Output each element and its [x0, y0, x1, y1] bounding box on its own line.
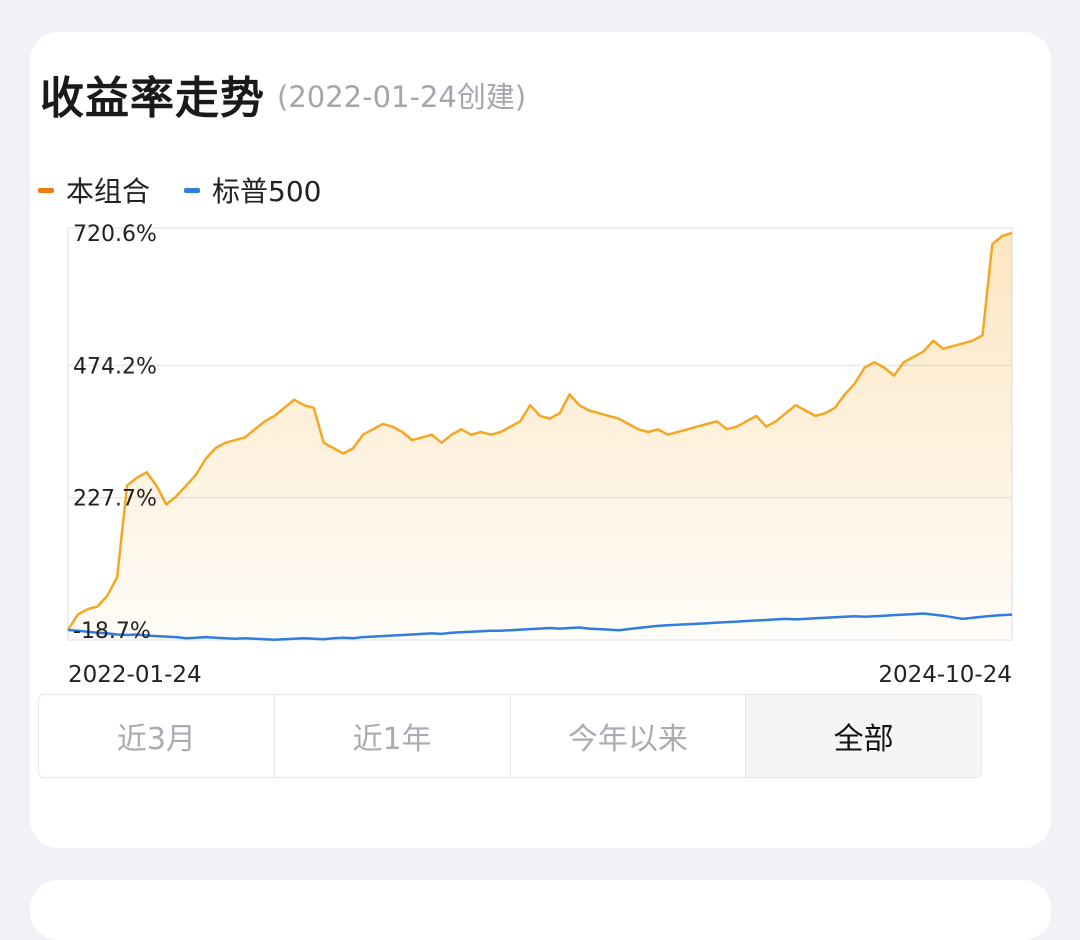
tab-1-year[interactable]: 近1年	[275, 695, 511, 777]
range-tabs: 近3月 近1年 今年以来 全部	[38, 694, 982, 778]
y-tick-label: 720.6%	[73, 222, 157, 247]
legend-item-portfolio[interactable]: 本组合	[38, 170, 150, 210]
tab-all[interactable]: 全部	[746, 695, 981, 777]
y-tick-label: 227.7%	[73, 487, 157, 512]
created-date-subtitle: (2022-01-24创建)	[277, 80, 527, 114]
tab-ytd[interactable]: 今年以来	[511, 695, 747, 777]
legend-label-portfolio: 本组合	[66, 175, 151, 208]
returns-chart[interactable]: 720.6% 474.2% 227.7% -18.7% 2022-01-24 2024…	[0, 0, 1080, 700]
portfolio-area-fill	[68, 233, 1012, 638]
x-start-label: 2022-01-24	[68, 662, 202, 688]
y-tick-label: 474.2%	[73, 354, 157, 379]
chart-legend: 本组合 标普500	[38, 170, 355, 210]
legend-swatch-portfolio	[38, 187, 54, 193]
page-title: 收益率走势	[40, 73, 265, 124]
sp500-series-line	[67, 612, 1013, 642]
portfolio-series-line	[66, 231, 1013, 631]
legend-swatch-sp500	[184, 187, 201, 193]
tab-3-months[interactable]: 近3月	[39, 695, 275, 777]
legend-label-sp500: 标普500	[212, 175, 322, 208]
y-tick-label: -18.7%	[73, 619, 151, 644]
x-end-label: 2024-10-24	[878, 662, 1012, 688]
title-row: 收益率走势 (2022-01-24创建)	[40, 62, 526, 126]
legend-item-sp500[interactable]: 标普500	[184, 170, 321, 210]
next-card	[30, 880, 1051, 940]
